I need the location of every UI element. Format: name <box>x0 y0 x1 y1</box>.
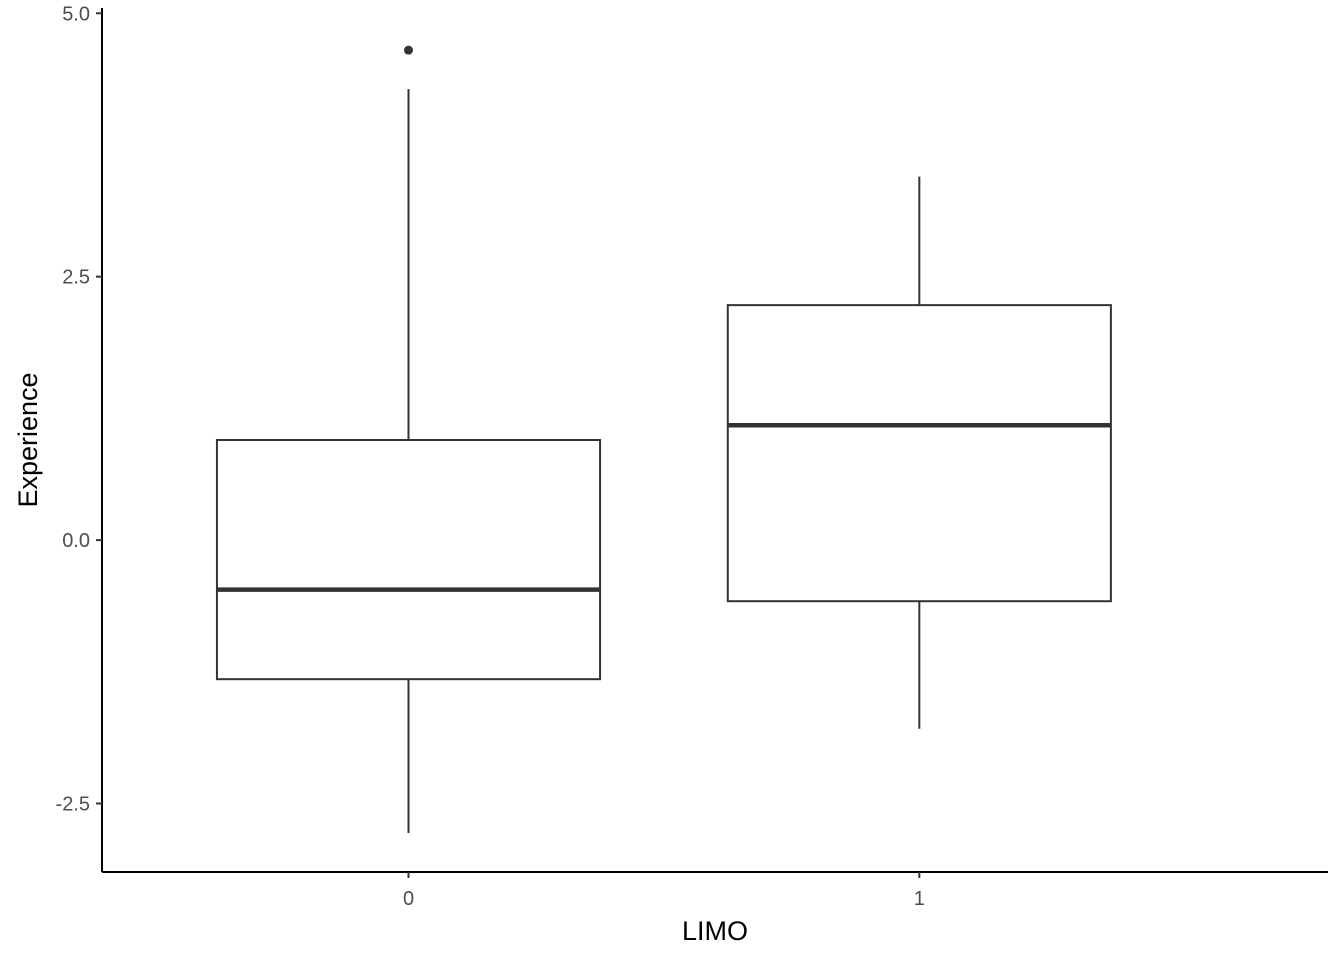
y-tick-label: -2.5 <box>56 794 90 816</box>
outlier-point <box>404 45 413 55</box>
x-tick-label: 0 <box>403 888 414 910</box>
y-tick-label: 2.5 <box>62 267 90 289</box>
y-tick-label: 0.0 <box>62 530 90 552</box>
x-tick-label: 1 <box>914 888 925 910</box>
y-axis-title: Experience <box>13 372 43 507</box>
box-0 <box>215 45 602 834</box>
plot-area <box>215 45 1112 834</box>
box-body <box>215 439 602 681</box>
y-axis-ticks: -2.5 0.0 2.5 5.0 <box>56 3 102 816</box>
box-body <box>726 304 1112 603</box>
x-axis-title: LIMO <box>682 916 748 946</box>
box-1 <box>726 176 1112 729</box>
y-tick-label: 5.0 <box>62 3 90 25</box>
